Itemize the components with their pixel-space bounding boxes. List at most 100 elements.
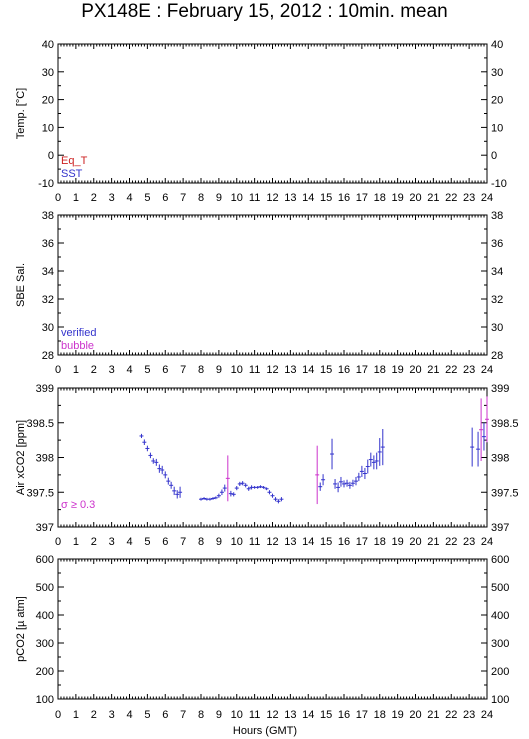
x-tick-label: 17 bbox=[356, 536, 368, 548]
x-tick-label: 6 bbox=[162, 192, 168, 204]
y-tick-label-right: 500 bbox=[491, 582, 509, 594]
x-tick-label: 19 bbox=[392, 709, 404, 721]
x-tick-label: 11 bbox=[249, 536, 260, 548]
x-tick-label: 8 bbox=[198, 192, 204, 204]
salinity-panel: 0 1 2 3 4 5 6 7 8 9 10 11 12 13 14 15 16 17 18 19 20 21 22 23 24… bbox=[15, 210, 503, 376]
x-tick-label: 7 bbox=[180, 192, 186, 204]
x-tick-label: 2 bbox=[91, 364, 97, 376]
x-tick-label: 16 bbox=[338, 364, 350, 376]
sst-legend: SST bbox=[61, 168, 83, 180]
x-tick-label: 12 bbox=[266, 709, 278, 721]
y-tick-label: -10 bbox=[38, 178, 54, 190]
y-tick-label-right: 20 bbox=[491, 95, 503, 107]
x-tick-label: 22 bbox=[445, 364, 457, 376]
y-tick-label: 30 bbox=[42, 322, 54, 334]
y-tick-label: 200 bbox=[36, 666, 54, 678]
x-tick-label: 21 bbox=[427, 536, 439, 548]
x-tick-label: 19 bbox=[392, 536, 404, 548]
x-tick-label: 1 bbox=[73, 364, 79, 376]
y-tick-label: 100 bbox=[36, 694, 54, 706]
y-tick-label-right: -10 bbox=[491, 178, 507, 190]
y-tick-label: 20 bbox=[42, 95, 54, 107]
y-tick-label-right: 400 bbox=[491, 610, 509, 622]
x-tick-label: 22 bbox=[445, 192, 457, 204]
x-tick-label: 24 bbox=[481, 364, 493, 376]
y-tick-label: 397 bbox=[36, 522, 54, 534]
x-tick-label: 16 bbox=[338, 536, 350, 548]
y-tick-label-right: 398.5 bbox=[491, 418, 519, 430]
x-tick-label: 8 bbox=[198, 364, 204, 376]
verified-legend: verified bbox=[61, 327, 96, 339]
x-tick-label: 12 bbox=[266, 536, 278, 548]
x-tick-label: 6 bbox=[162, 709, 168, 721]
x-tick-label: 6 bbox=[162, 364, 168, 376]
x-tick-label: 18 bbox=[374, 536, 386, 548]
x-tick-label: 21 bbox=[427, 709, 439, 721]
x-tick-label: 2 bbox=[91, 709, 97, 721]
x-tick-label: 9 bbox=[216, 192, 222, 204]
x-tick-label: 19 bbox=[392, 192, 404, 204]
y-tick-label-right: 10 bbox=[491, 122, 503, 134]
x-tick-label: 23 bbox=[463, 192, 475, 204]
y-tick-label: 34 bbox=[42, 266, 54, 278]
x-tick-label: 5 bbox=[144, 536, 150, 548]
x-tick-label: 1 bbox=[73, 536, 79, 548]
x-tick-label: 23 bbox=[463, 364, 475, 376]
air-xco2-panel: 0 1 2 3 4 5 6 7 8 9 10 11 12 13 14 15 16 17 18 19 20 21 22 23 24… bbox=[15, 383, 519, 548]
y-tick-label: 397.5 bbox=[26, 487, 54, 499]
y-tick-label: 28 bbox=[42, 350, 54, 362]
x-tick-label: 10 bbox=[231, 364, 243, 376]
y-tick-label-right: 600 bbox=[491, 554, 509, 566]
chart-title: PX148E : February 15, 2012 : 10min. mean bbox=[81, 1, 448, 22]
y-tick-label: 600 bbox=[36, 554, 54, 566]
x-tick-label: 23 bbox=[463, 536, 475, 548]
x-tick-label: 4 bbox=[126, 709, 132, 721]
y-tick-label-right: 30 bbox=[491, 322, 503, 334]
y-tick-label-right: 30 bbox=[491, 67, 503, 79]
y-tick-label: 398 bbox=[36, 453, 54, 465]
x-axis-title: Hours (GMT) bbox=[233, 725, 297, 737]
x-tick-label: 14 bbox=[302, 709, 314, 721]
x-tick-label: 14 bbox=[302, 364, 314, 376]
y-tick-label: 399 bbox=[36, 383, 54, 395]
x-tick-label: 23 bbox=[463, 709, 475, 721]
x-tick-label: 20 bbox=[409, 192, 421, 204]
x-tick-label: 19 bbox=[392, 364, 404, 376]
x-tick-label: 17 bbox=[356, 192, 368, 204]
x-tick-label: 8 bbox=[198, 536, 204, 548]
x-tick-label: 11 bbox=[249, 192, 260, 204]
x-tick-label: 11 bbox=[249, 364, 260, 376]
y-tick-label-right: 399 bbox=[491, 383, 509, 395]
bubble-legend: bubble bbox=[61, 340, 94, 352]
x-tick-label: 18 bbox=[374, 364, 386, 376]
x-tick-label: 24 bbox=[481, 709, 493, 721]
y-tick-label: 30 bbox=[42, 67, 54, 79]
x-tick-label: 17 bbox=[356, 364, 368, 376]
x-tick-label: 0 bbox=[55, 709, 61, 721]
x-tick-label: 9 bbox=[216, 709, 222, 721]
x-tick-label: 12 bbox=[266, 364, 278, 376]
x-tick-label: 0 bbox=[55, 536, 61, 548]
y-tick-label-right: 40 bbox=[491, 39, 503, 51]
plot-frame bbox=[57, 387, 488, 528]
x-tick-label: 17 bbox=[356, 709, 368, 721]
y-tick-label: 32 bbox=[42, 294, 54, 306]
x-tick-label: 21 bbox=[427, 192, 439, 204]
y-tick-label: 40 bbox=[42, 39, 54, 51]
x-tick-label: 24 bbox=[481, 536, 493, 548]
x-tick-label: 13 bbox=[284, 192, 296, 204]
x-tick-label: 7 bbox=[180, 536, 186, 548]
y-tick-label: 38 bbox=[42, 210, 54, 222]
x-tick-label: 12 bbox=[266, 192, 278, 204]
y-tick-label: 300 bbox=[36, 638, 54, 650]
y-tick-label: 0 bbox=[48, 150, 54, 162]
x-tick-label: 1 bbox=[73, 192, 79, 204]
x-tick-label: 9 bbox=[216, 536, 222, 548]
x-tick-label: 3 bbox=[109, 536, 115, 548]
x-tick-label: 16 bbox=[338, 709, 350, 721]
temperature-panel: 0 1 2 3 4 5 6 7 8 9 10 11 12 13 14 15 16 17 18 19 20 21 22 23 24… bbox=[15, 39, 507, 204]
x-tick-label: 3 bbox=[109, 364, 115, 376]
x-tick-label: 20 bbox=[409, 536, 421, 548]
x-tick-label: 13 bbox=[284, 364, 296, 376]
